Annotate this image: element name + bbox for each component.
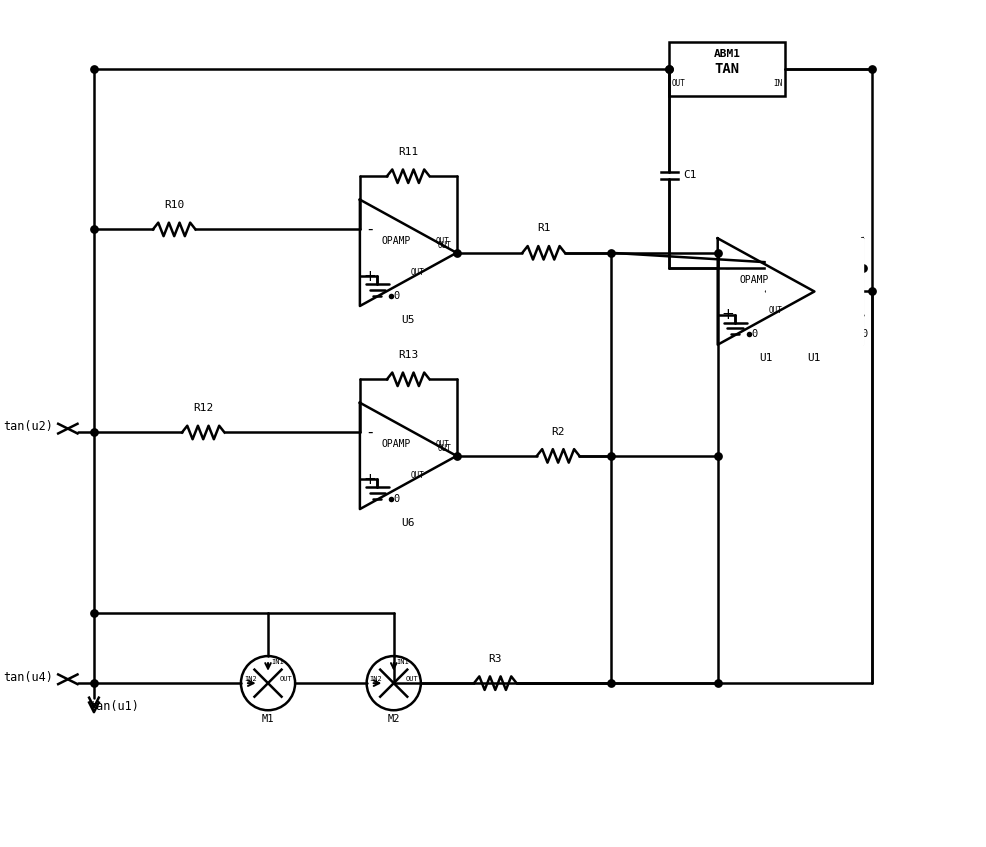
Text: IN2: IN2 [370,676,383,683]
Text: OUT: OUT [769,307,783,315]
Text: -: - [850,261,856,275]
Text: U6: U6 [401,518,415,528]
Text: OPAMP: OPAMP [382,440,411,449]
Text: R1: R1 [537,224,550,234]
Text: IN1: IN1 [271,659,284,665]
Text: 0: 0 [393,291,400,301]
Text: +: + [721,307,734,323]
Text: IN1: IN1 [396,659,409,665]
Text: ABM1: ABM1 [714,49,740,59]
Text: OUT: OUT [792,276,806,285]
Text: 0: 0 [862,329,868,340]
Text: -: - [725,261,730,275]
Text: tan(u2): tan(u2) [4,420,53,433]
Text: R2: R2 [551,427,565,436]
Text: R12: R12 [193,403,213,413]
Text: R11: R11 [398,147,418,157]
Text: OUT: OUT [798,307,811,315]
Text: IN: IN [773,80,782,88]
Text: OUT: OUT [411,268,425,277]
Text: -: - [367,222,373,237]
Text: +: + [847,307,860,323]
Text: 0: 0 [751,329,758,340]
Text: +: + [363,268,376,284]
Text: U5: U5 [401,314,415,324]
Text: TAN: TAN [715,62,740,76]
Text: M2: M2 [387,714,400,724]
Text: 0: 0 [393,494,400,504]
Text: OPAMP: OPAMP [382,236,411,246]
Text: tan(u1): tan(u1) [89,700,139,712]
Text: M1: M1 [261,714,274,724]
Text: U1: U1 [808,353,821,363]
Text: OUT: OUT [438,241,452,250]
Text: OUT: OUT [672,80,686,88]
Text: OPAMP: OPAMP [811,275,841,285]
Text: OPAMP: OPAMP [740,275,769,285]
Text: OUT: OUT [411,471,425,479]
Text: R10: R10 [164,200,184,210]
Text: +: + [363,472,376,487]
Text: OUT: OUT [436,237,450,246]
Text: OUT: OUT [405,676,418,683]
Text: C1: C1 [683,170,696,180]
Text: -: - [367,425,373,440]
Text: R3: R3 [488,654,502,664]
Text: U1: U1 [759,353,773,363]
Text: R13: R13 [398,350,418,360]
Text: tan(u4): tan(u4) [4,671,53,684]
Text: OUT: OUT [438,444,452,452]
Bar [669,42,786,96]
Polygon shape [766,238,863,345]
Text: OUT: OUT [279,676,292,683]
Text: IN2: IN2 [244,676,256,683]
Text: OUT: OUT [436,440,450,449]
